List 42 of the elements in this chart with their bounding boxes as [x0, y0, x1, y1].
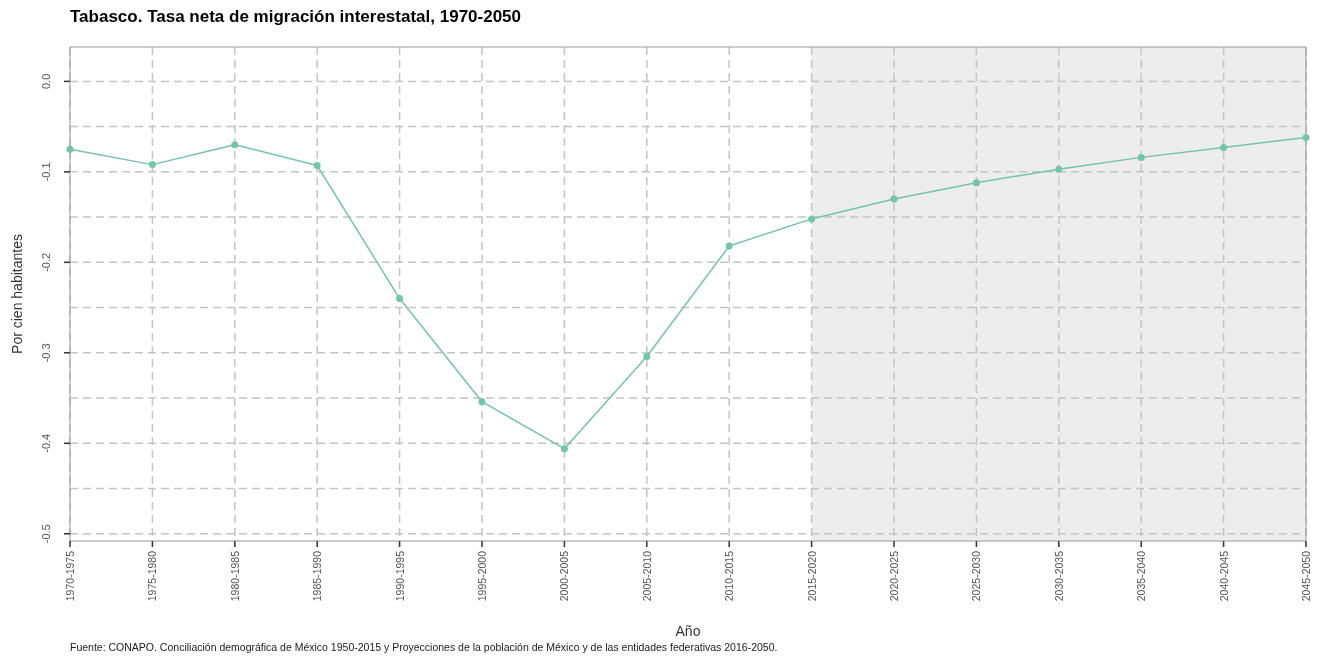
- point: [1220, 143, 1228, 151]
- x-tick-label: 1980-1985: [228, 550, 241, 602]
- x-tick-label: 2005-2010: [640, 550, 653, 602]
- y-tick-label: -0.4: [40, 433, 52, 453]
- x-tick-label: 2025-2030: [970, 550, 983, 602]
- point: [66, 145, 74, 153]
- y-tick-label: -0.2: [40, 252, 52, 272]
- x-tick-label: 2010-2015: [723, 550, 736, 602]
- x-axis-title: Año: [675, 623, 701, 639]
- x-tick-label: 2030-2035: [1052, 550, 1065, 602]
- point: [231, 141, 239, 149]
- point: [478, 398, 486, 406]
- x-tick-label: 2045-2050: [1300, 550, 1312, 602]
- x-tick-label: 2035-2040: [1135, 550, 1148, 602]
- point: [890, 195, 898, 203]
- x-tick-label: 2020-2025: [888, 550, 900, 602]
- point: [1302, 133, 1310, 141]
- x-tick-label: 2040-2045: [1217, 550, 1230, 602]
- x-tick-label: 2015-2020: [805, 550, 818, 602]
- chart-title: Tabasco. Tasa neta de migración interestatal, 1970-2050: [70, 7, 522, 26]
- x-tick-label: 1975-1980: [146, 550, 159, 602]
- source-note: Fuente: CONAPO. Conciliación demográfica de México 1950-2015 y Proyecciones de la población de México y de las entidades federativas 2016-2050.: [70, 641, 778, 653]
- x-tick-label: 1970-1975: [64, 550, 76, 602]
- point: [643, 352, 651, 360]
- point: [1137, 153, 1145, 161]
- point: [972, 179, 980, 187]
- y-tick-label: -0.5: [40, 524, 52, 544]
- x-tick-label: 1985-1990: [311, 550, 324, 602]
- y-tick-label: -0.3: [40, 343, 52, 363]
- x-tick-label: 1995-2000: [476, 550, 488, 602]
- point: [1055, 165, 1063, 173]
- x-tick-label: 1990-1995: [393, 550, 406, 602]
- point: [396, 295, 404, 303]
- point: [148, 161, 156, 169]
- y-tick-label: -0.1: [40, 162, 52, 182]
- x-tick-label: 2000-2005: [558, 550, 571, 602]
- point: [808, 215, 816, 223]
- y-axis-title: Por cien habitantes: [9, 234, 25, 354]
- point: [313, 162, 321, 170]
- point: [725, 242, 733, 250]
- y-tick-label: 0.0: [40, 73, 52, 90]
- point: [560, 445, 568, 453]
